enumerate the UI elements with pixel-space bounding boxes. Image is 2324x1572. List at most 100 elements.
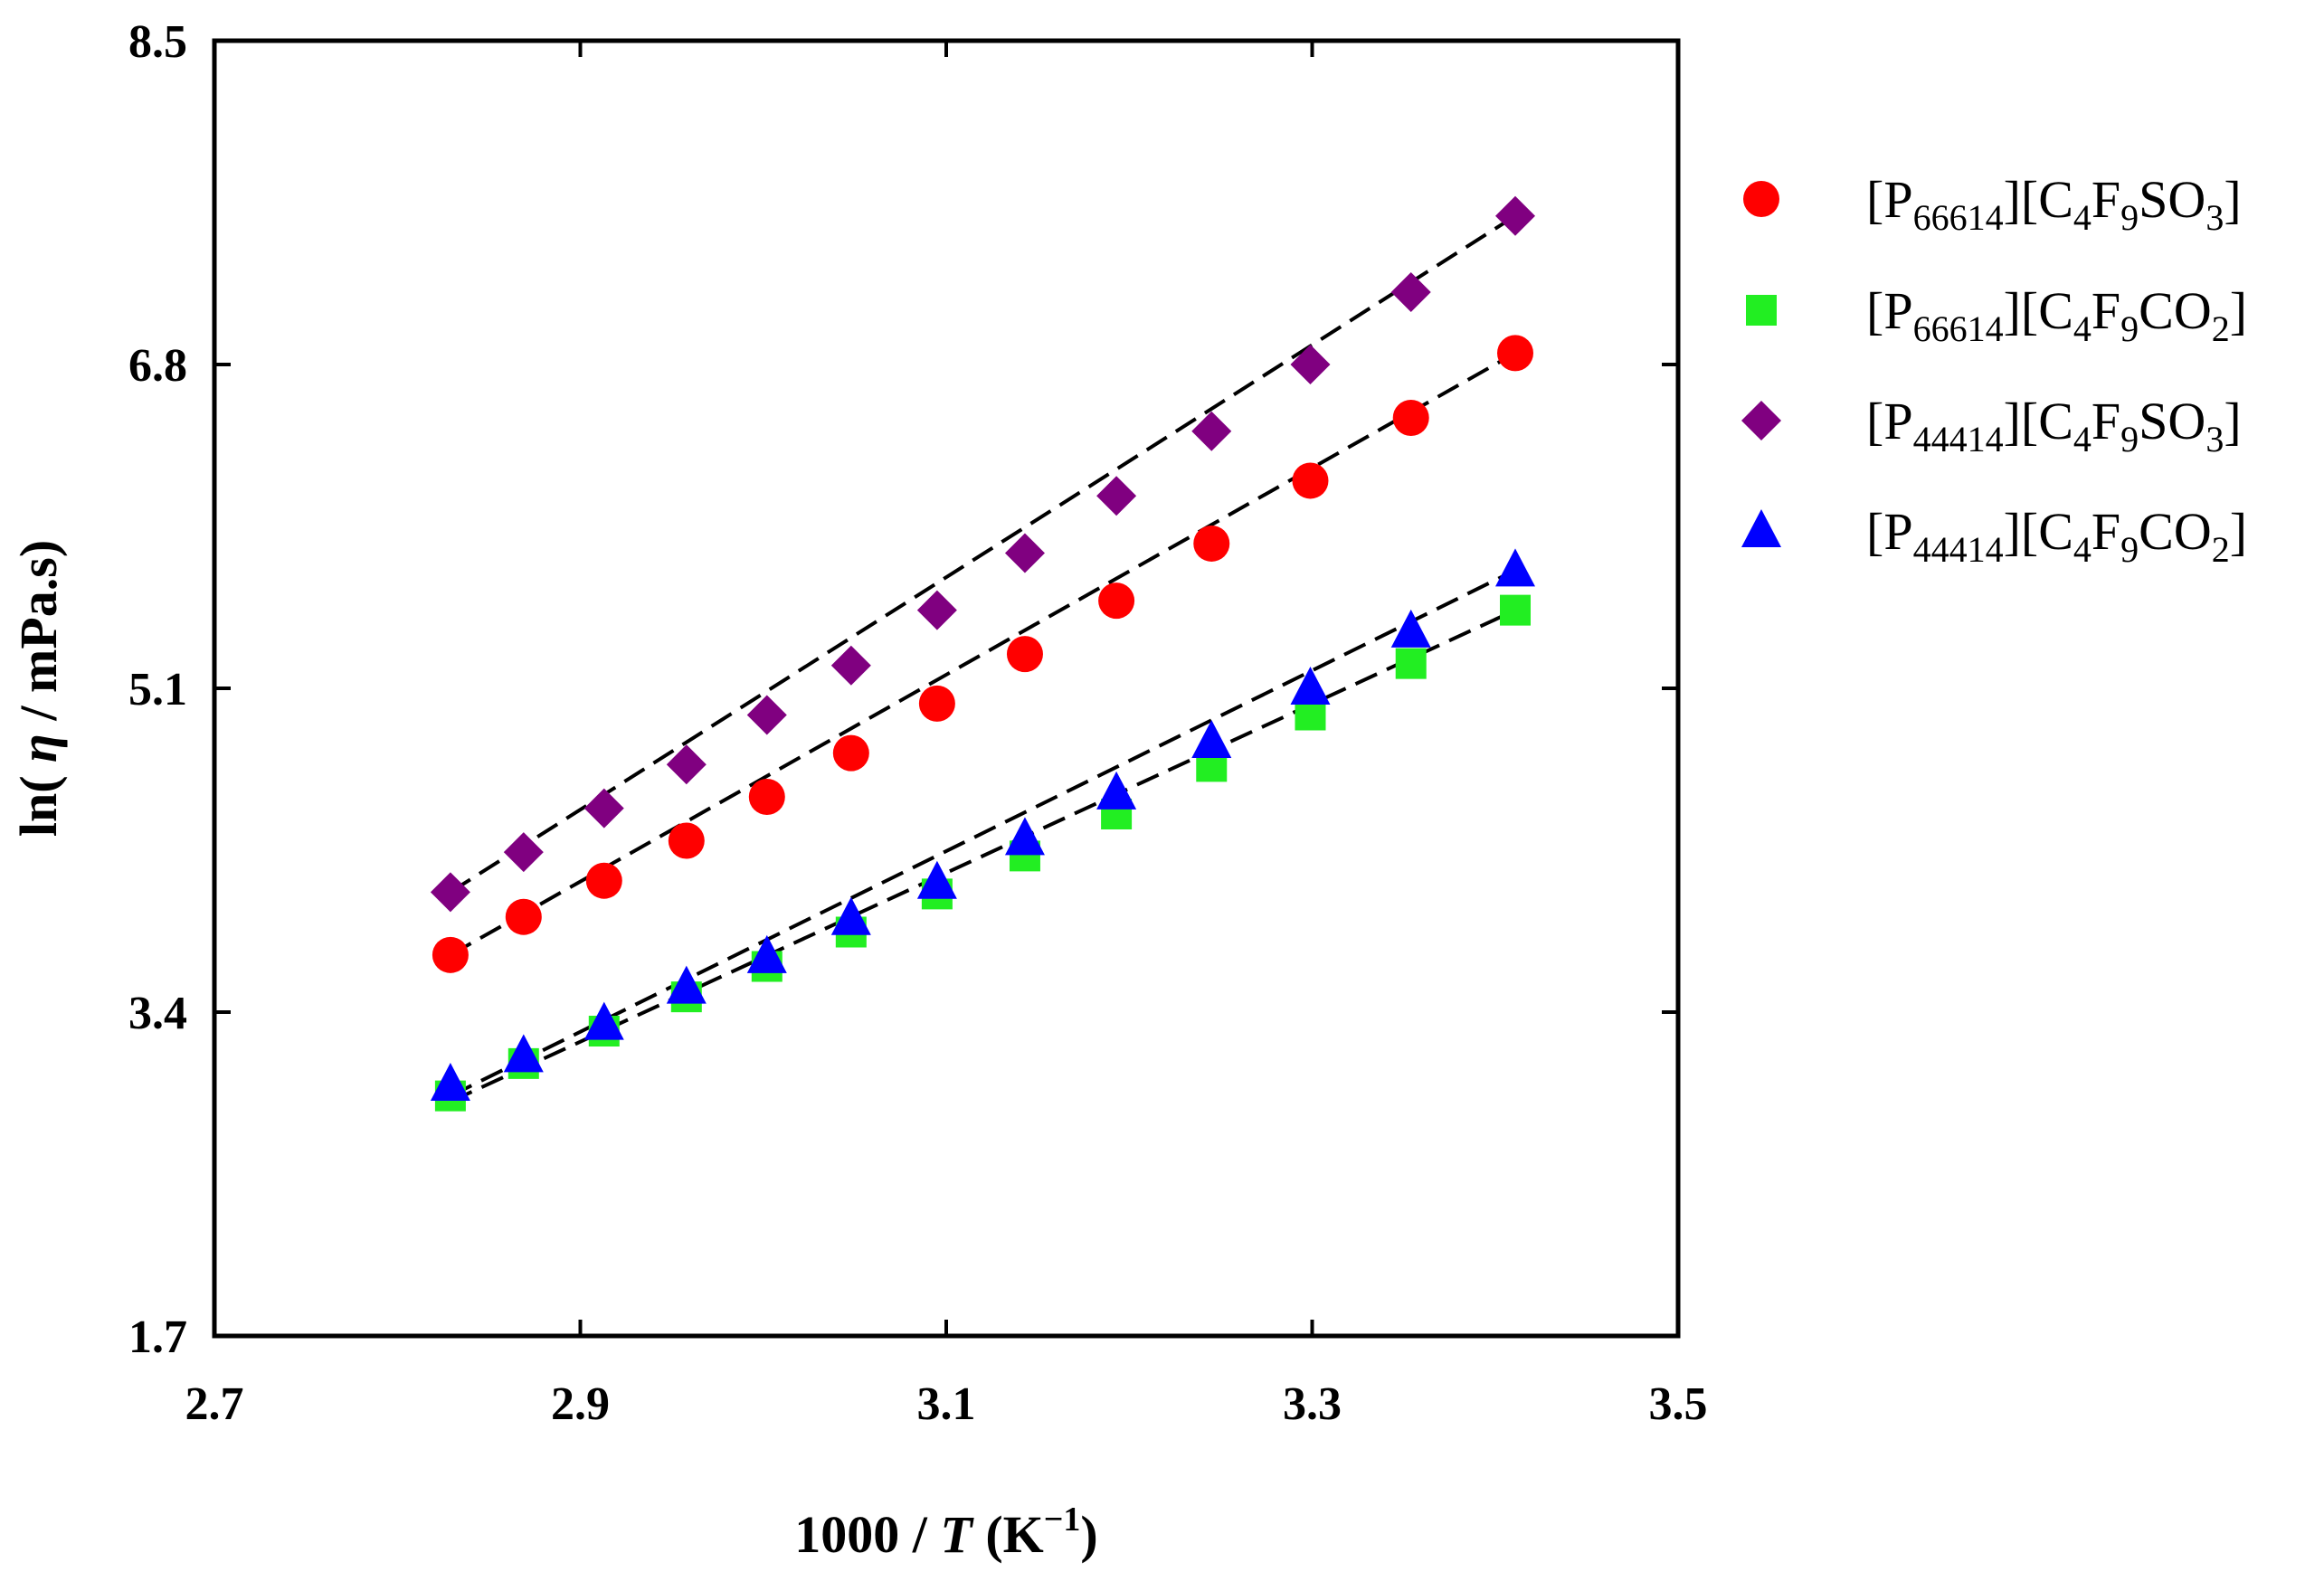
- x-tick-label: 3.5: [1649, 1378, 1708, 1430]
- legend-label-part: 9: [2120, 197, 2139, 238]
- x-tick-label: 2.9: [551, 1378, 610, 1430]
- point-diamond-11: [1390, 271, 1431, 312]
- point-diamond-0: [430, 872, 470, 913]
- legend-label-part: ][C: [2004, 170, 2073, 229]
- legend-label-part: 4: [2073, 529, 2092, 570]
- legend-label-1: [P66614][C4F9CO2]: [1866, 281, 2247, 349]
- legend-label-part: ]: [2230, 502, 2247, 561]
- point-diamond-12: [1494, 195, 1535, 236]
- legend-marker-3: [1741, 509, 1781, 547]
- point-circle-11: [1392, 399, 1429, 436]
- point-triangle-0: [430, 1063, 470, 1102]
- legend-label-2: [P44414][C4F9SO3]: [1866, 392, 2242, 459]
- point-triangle-1: [503, 1034, 544, 1073]
- point-triangle-2: [583, 1001, 624, 1040]
- legend-label-part: ][C: [2004, 281, 2073, 340]
- point-triangle-6: [916, 860, 957, 899]
- point-circle-1: [505, 898, 542, 935]
- point-diamond-5: [830, 645, 871, 686]
- point-diamond-7: [1004, 533, 1045, 573]
- legend-label-part: 4: [2073, 308, 2092, 349]
- legend-label-part: [P: [1866, 170, 1913, 229]
- x-tick-label: 2.7: [185, 1378, 244, 1430]
- legend-label-part: 9: [2120, 529, 2139, 570]
- legend-label-0: [P66614][C4F9SO3]: [1866, 170, 2242, 238]
- point-triangle-11: [1390, 609, 1431, 648]
- fit-line-3: [450, 568, 1516, 1098]
- legend-label-part: F: [2092, 170, 2120, 229]
- point-triangle-5: [830, 896, 871, 935]
- legend-label-part: [P: [1866, 281, 1913, 340]
- point-circle-0: [432, 936, 469, 973]
- point-circle-4: [748, 779, 785, 816]
- legend-label-part: SO: [2139, 170, 2205, 229]
- legend-label-part: F: [2092, 392, 2120, 450]
- point-diamond-9: [1191, 411, 1232, 451]
- legend-label-part: 44414: [1913, 529, 2004, 570]
- legend-label-part: 4: [2073, 197, 2092, 238]
- point-circle-8: [1098, 582, 1135, 620]
- y-tick-label: 8.5: [128, 16, 187, 68]
- point-diamond-4: [746, 695, 787, 735]
- legend-label-part: 2: [2212, 308, 2230, 349]
- x-tick-label: 3.1: [917, 1378, 976, 1430]
- y-axis-title: ln( η / mPa.s): [9, 540, 68, 837]
- fit-line-2: [449, 214, 1517, 895]
- legend-label-part: ]: [2230, 281, 2247, 340]
- legend-label-part: ]: [2224, 170, 2241, 229]
- legend-label-part: 4: [2073, 419, 2092, 459]
- point-triangle-7: [1004, 817, 1045, 856]
- legend-label-part: ][C: [2004, 502, 2073, 561]
- y-tick-label: 1.7: [128, 1312, 187, 1363]
- legend-label-part: 9: [2120, 308, 2139, 349]
- y-tick-label: 3.4: [128, 988, 187, 1039]
- legend-label-part: 44414: [1913, 419, 2004, 459]
- point-circle-7: [1006, 636, 1043, 673]
- point-triangle-9: [1191, 719, 1232, 758]
- point-square-12: [1499, 594, 1531, 626]
- legend-label-3: [P44414][C4F9CO2]: [1866, 502, 2247, 570]
- point-diamond-3: [666, 744, 707, 785]
- point-circle-10: [1292, 462, 1329, 499]
- y-tick-label: 6.8: [128, 340, 187, 392]
- point-diamond-2: [583, 788, 624, 829]
- point-diamond-6: [916, 590, 957, 630]
- point-diamond-10: [1290, 345, 1331, 384]
- data-markers: [430, 195, 1535, 1112]
- x-axis-title: 1000 / T (K−1): [794, 1501, 1097, 1564]
- x-tick-label: 3.3: [1283, 1378, 1342, 1430]
- point-triangle-3: [666, 965, 707, 1004]
- point-circle-9: [1193, 525, 1230, 562]
- legend-label-part: 66614: [1913, 308, 2004, 349]
- legend-marker-2: [1741, 401, 1781, 440]
- legend-label-part: ][C: [2004, 392, 2073, 450]
- legend-label-part: F: [2092, 281, 2120, 340]
- point-circle-2: [585, 862, 622, 899]
- point-circle-3: [668, 822, 705, 859]
- point-square-9: [1196, 751, 1228, 782]
- fit-lines: [449, 214, 1517, 1103]
- legend-label-part: CO: [2139, 502, 2212, 561]
- fit-line-0: [449, 351, 1516, 957]
- legend: [P66614][C4F9SO3][P66614][C4F9CO2][P4441…: [1741, 170, 2247, 570]
- legend-label-part: ]: [2224, 392, 2241, 450]
- legend-label-part: 3: [2205, 419, 2224, 459]
- legend-label-part: [P: [1866, 502, 1913, 561]
- point-circle-6: [918, 685, 955, 722]
- point-square-10: [1295, 699, 1326, 731]
- legend-label-part: CO: [2139, 281, 2212, 340]
- point-triangle-10: [1290, 667, 1331, 705]
- point-diamond-8: [1096, 476, 1137, 516]
- y-tick-label: 5.1: [128, 664, 187, 715]
- legend-label-part: 3: [2205, 197, 2224, 238]
- legend-label-part: 2: [2212, 529, 2230, 570]
- legend-label-part: 66614: [1913, 197, 2004, 238]
- fit-line-1: [450, 608, 1516, 1103]
- point-square-11: [1395, 648, 1427, 679]
- point-diamond-1: [503, 832, 544, 873]
- legend-label-part: F: [2092, 502, 2120, 561]
- legend-marker-1: [1746, 295, 1777, 326]
- point-triangle-8: [1096, 771, 1137, 810]
- point-triangle-4: [746, 934, 787, 973]
